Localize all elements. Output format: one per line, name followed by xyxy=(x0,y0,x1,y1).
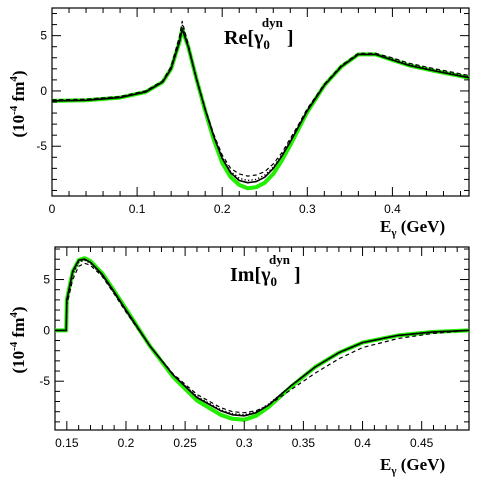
y-label-exponent-1: -4 xyxy=(8,341,20,351)
x-tick-label: 0.3 xyxy=(236,436,253,450)
x-tick-label: 0.2 xyxy=(118,436,135,450)
x-tick-label: 0.15 xyxy=(55,436,79,450)
x-tick-label: 0.35 xyxy=(292,436,316,450)
title-close: ] xyxy=(294,264,301,286)
y-tick-label: -5 xyxy=(39,374,50,388)
title-symbol: γ xyxy=(260,264,271,286)
series-layer xyxy=(51,20,470,191)
x-tick-label: 0.25 xyxy=(173,436,197,450)
x-label-unit: (GeV) xyxy=(397,217,446,236)
y-label-exponent-2: 4 xyxy=(8,312,20,318)
series-line-solid xyxy=(51,28,470,184)
plot-frame xyxy=(54,246,470,431)
real-part-panel: 0 0.1 0.2 0.3 0.4-505 Re[γ0dyn] Eγ (GeV) (10… xyxy=(8,7,470,239)
x-tick-label: 0.4 xyxy=(354,436,371,450)
y-label-right: ) xyxy=(9,70,28,76)
title-superscript: dyn xyxy=(262,15,284,30)
title-main: Im[ xyxy=(230,264,261,286)
y-axis-label: (10-4 fm4) xyxy=(8,306,28,373)
y-label-left: (10 xyxy=(9,351,28,374)
x-tick-label: 0.4 xyxy=(384,202,401,216)
series-line-dotted xyxy=(55,259,470,416)
x-label-main: E xyxy=(380,455,391,474)
y-tick-label: 0 xyxy=(40,84,47,98)
x-label-subscript: γ xyxy=(390,465,396,477)
x-tick-label: 0.3 xyxy=(299,202,316,216)
x-tick-label: 0.2 xyxy=(214,202,231,216)
title-symbol: γ xyxy=(253,27,264,49)
series-line-dashed xyxy=(51,20,470,177)
x-tick-label: 0.45 xyxy=(410,436,434,450)
series-layer xyxy=(55,256,470,422)
y-label-left: (10 xyxy=(9,115,28,138)
chart-title: Re[γ0 dyn] xyxy=(224,15,293,52)
y-label-mid: fm xyxy=(9,318,28,342)
title-subscript: 0 xyxy=(270,274,277,289)
chart-title: Im[γ0 dyn] xyxy=(230,252,301,289)
y-axis-label: (10-4 fm4) xyxy=(8,70,28,137)
y-tick-label: 0 xyxy=(43,323,50,337)
x-label-subscript: γ xyxy=(390,227,396,239)
x-axis-label: Eγ (GeV) xyxy=(380,455,445,477)
y-label-exponent-1: -4 xyxy=(8,105,20,115)
title-subscript: 0 xyxy=(263,37,270,52)
imaginary-part-panel: 0.15 0.2 0.25 0.3 0.35 0.4 0.45-505 Im[γ0dyn] … xyxy=(8,246,470,477)
tick-layer: 0 0.1 0.2 0.3 0.4 -5 0 5 xyxy=(36,8,469,216)
series-line-dotted xyxy=(51,23,470,182)
x-label-main: E xyxy=(380,217,391,236)
x-label-unit: (GeV) xyxy=(397,455,446,474)
y-tick-label: -5 xyxy=(36,139,47,153)
y-label-exponent-2: 4 xyxy=(8,76,20,82)
x-tick-label: 0.1 xyxy=(129,202,146,216)
series-line-dashed xyxy=(55,262,470,414)
title-main: Re[ xyxy=(224,27,254,49)
title-close: ] xyxy=(287,27,294,49)
y-tick-label: 5 xyxy=(40,29,47,43)
x-axis-label: Eγ (GeV) xyxy=(380,217,445,239)
series-line-band xyxy=(51,27,470,191)
y-label-mid: fm xyxy=(9,82,28,106)
title-superscript: dyn xyxy=(269,252,291,267)
tick-layer: 0.15 0.2 0.25 0.3 0.35 0.4 0.45 -5 0 5 xyxy=(39,247,470,450)
y-label-right: ) xyxy=(9,306,28,312)
x-tick-label: 0 xyxy=(49,202,56,216)
y-tick-label: 5 xyxy=(43,273,50,287)
